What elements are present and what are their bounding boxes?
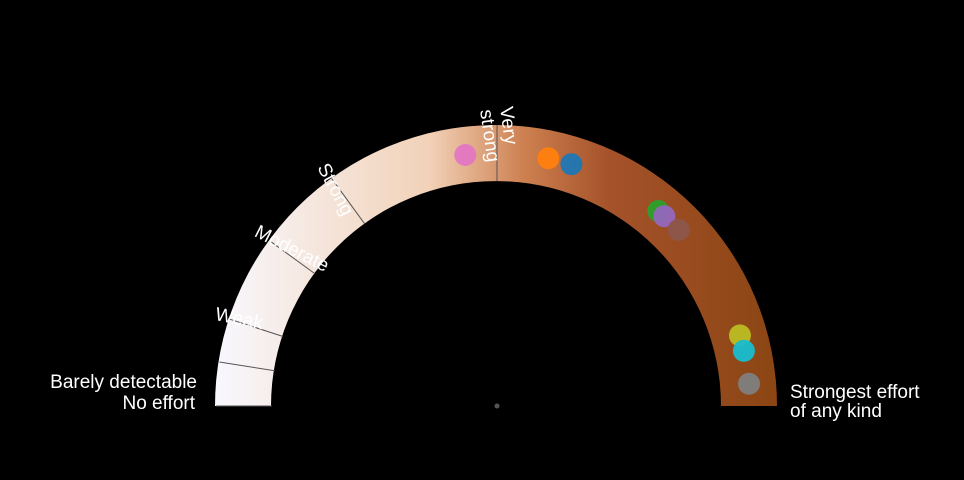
band-ticks (216, 125, 498, 407)
tick-barely-detectable (219, 361, 275, 372)
label-barely-detectable: Barely detectable (50, 372, 197, 393)
data-point (560, 153, 583, 176)
gauge-arc (215, 125, 777, 406)
gauge-center-dot (494, 403, 500, 409)
tick-strong (331, 178, 366, 225)
tick-moderate (269, 240, 316, 275)
data-point (653, 205, 676, 228)
data-point (732, 339, 755, 362)
data-point (537, 147, 560, 170)
data-point (667, 218, 690, 241)
data-point (454, 143, 477, 166)
label-no-effort: No effort (122, 393, 195, 414)
data-point (738, 372, 761, 395)
label-strongest-effort-of-any-kind: Strongest effort of any kind (790, 382, 920, 422)
tick-weak (229, 318, 284, 337)
data-points (454, 143, 761, 395)
